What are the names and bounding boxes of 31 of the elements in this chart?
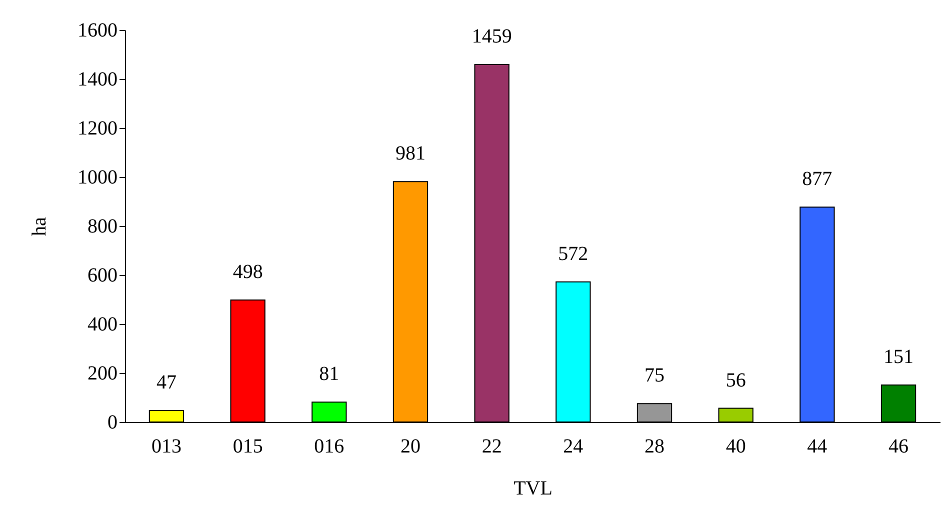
x-tick-label: 013: [151, 436, 182, 458]
y-tick-label: 1000: [78, 166, 118, 188]
x-tick-label: 016: [314, 436, 344, 458]
data-label: 1459: [472, 26, 512, 48]
x-tick-label: 40: [726, 436, 746, 458]
x-axis-title: TVL: [514, 478, 552, 500]
y-tick-label: 600: [88, 264, 118, 286]
data-label: 877: [802, 168, 832, 190]
data-label: 81: [319, 363, 340, 386]
y-tick-label: 1600: [78, 20, 118, 42]
y-tick-label: 1200: [78, 118, 118, 140]
x-tick-label: 015: [232, 436, 263, 458]
y-axis-title: ha: [28, 216, 50, 236]
data-label: 572: [558, 242, 588, 265]
x-tick-label: 20: [400, 436, 420, 458]
data-label: 981: [395, 142, 426, 165]
x-tick-label: 28: [644, 436, 665, 458]
y-tick-label: 1400: [78, 68, 118, 90]
x-tick-label: 24: [563, 436, 584, 458]
x-tick-label: 46: [888, 436, 909, 458]
data-label: 56: [726, 369, 746, 392]
y-tick-label: 400: [88, 314, 118, 336]
data-label: 498: [232, 260, 263, 283]
y-tick-label: 0: [108, 412, 118, 434]
data-label: 151: [884, 346, 914, 368]
data-label: 75: [644, 364, 665, 387]
y-tick-label: 200: [88, 362, 118, 384]
y-tick-label: 800: [88, 216, 118, 238]
x-tick-label: 44: [807, 436, 828, 458]
data-label: 47: [156, 371, 176, 394]
x-tick-label: 22: [482, 436, 502, 458]
